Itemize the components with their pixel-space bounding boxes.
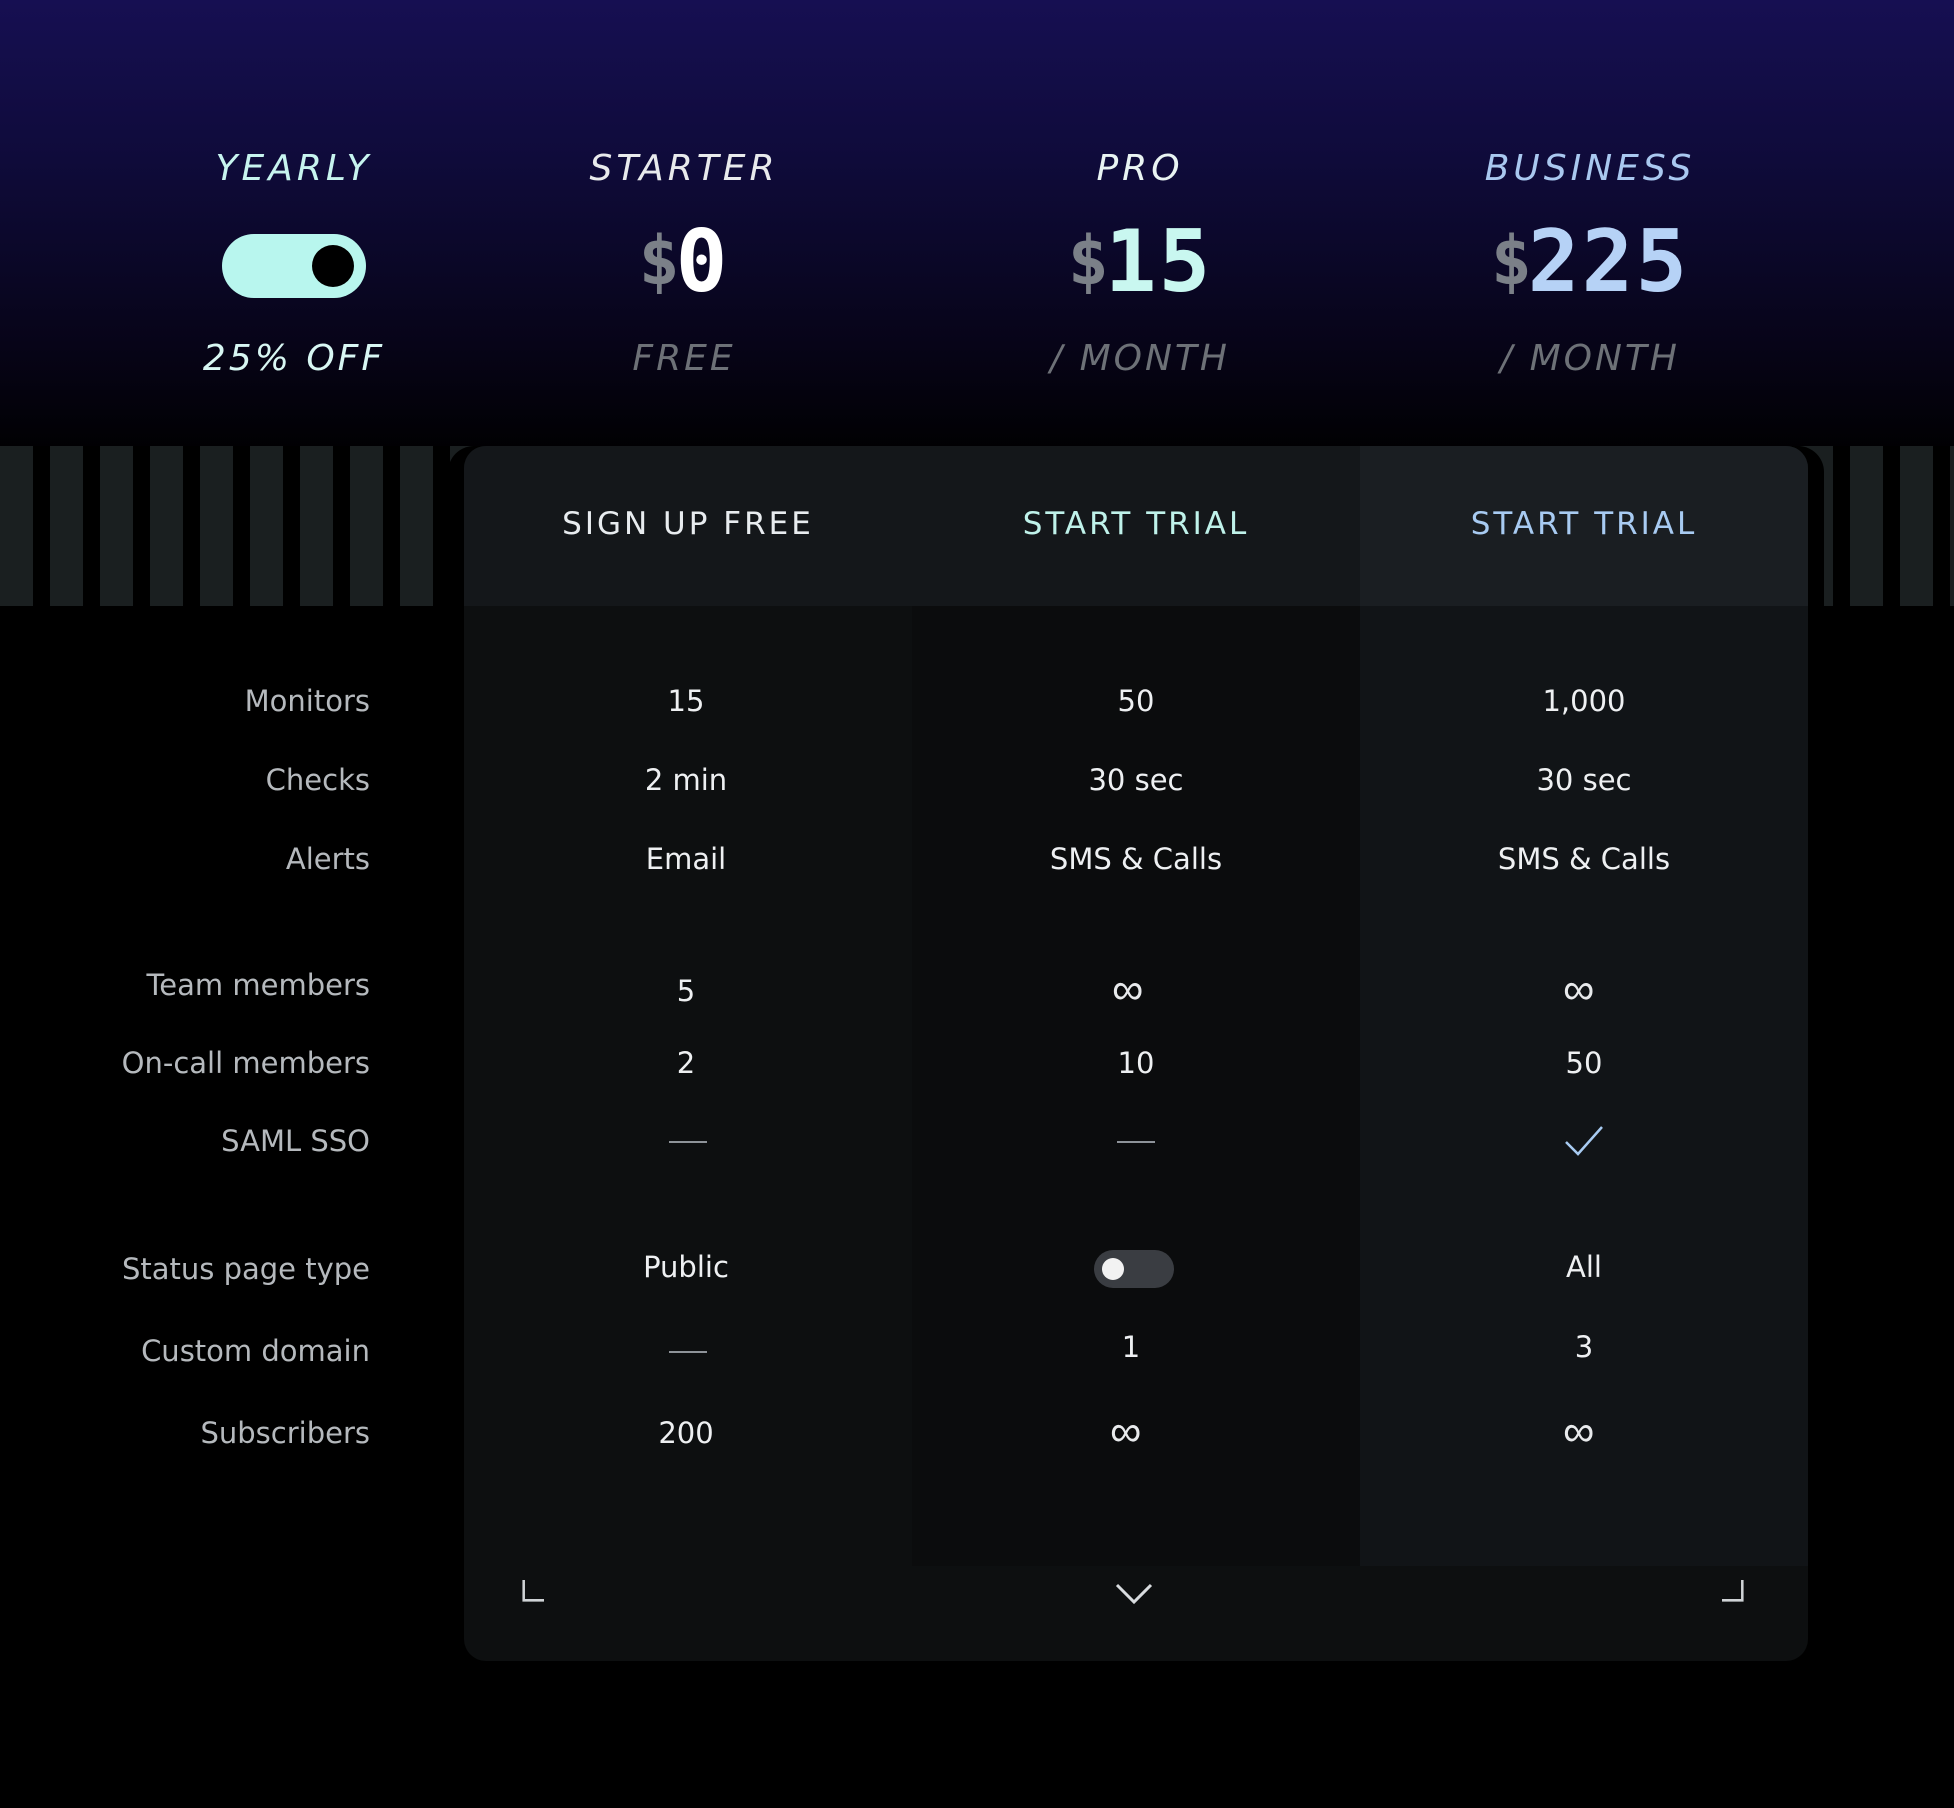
comparison-table: SIGN UP FREE START TRIAL START TRIAL <box>464 446 1808 1661</box>
label-custom-domain: Custom domain <box>141 1334 370 1368</box>
label-alerts: Alerts <box>285 842 370 876</box>
pro-alerts: SMS & Calls <box>1049 842 1223 876</box>
plan-name: STARTER <box>589 148 779 189</box>
label-team-members: Team members <box>146 968 371 1002</box>
starter-team-members: 5 <box>676 974 696 1008</box>
currency-symbol: $ <box>1490 222 1532 301</box>
starter-monitors: 15 <box>667 684 705 718</box>
label-monitors: Monitors <box>244 684 370 718</box>
business-checks: 30 sec <box>1536 763 1632 797</box>
label-subscribers: Subscribers <box>200 1416 370 1450</box>
chevron-down-icon[interactable] <box>1114 1582 1154 1606</box>
pricing-hero <box>0 0 1954 460</box>
discount-label: 25% OFF <box>202 338 386 379</box>
business-header-bg <box>1360 446 1808 606</box>
pro-start-trial-button[interactable]: START TRIAL <box>1022 506 1250 542</box>
currency-symbol: $ <box>1067 222 1109 301</box>
business-alerts: SMS & Calls <box>1497 842 1671 876</box>
business-start-trial-button[interactable]: START TRIAL <box>1470 506 1698 542</box>
dash-icon <box>669 1141 707 1143</box>
pro-oncall-members: 10 <box>1117 1046 1155 1080</box>
label-checks: Checks <box>265 763 370 797</box>
plan-period: FREE <box>632 338 736 379</box>
unlimited-icon: ∞ <box>1563 965 1595 1014</box>
toggle-knob <box>1102 1258 1124 1280</box>
plan-period: / MONTH <box>1500 338 1680 379</box>
pro-custom-domain: 1 <box>1121 1330 1141 1364</box>
currency-symbol: $ <box>638 222 680 301</box>
cta-row: SIGN UP FREE START TRIAL START TRIAL <box>464 446 1808 606</box>
dash-icon <box>1117 1141 1155 1143</box>
unlimited-icon: ∞ <box>1563 1407 1595 1456</box>
unlimited-icon: ∞ <box>1110 1407 1142 1456</box>
plan-price: $0 <box>534 219 834 326</box>
check-icon <box>1565 1126 1603 1156</box>
pro-monitors: 50 <box>1117 684 1155 718</box>
starter-subscribers: 200 <box>658 1416 714 1450</box>
starter-oncall-members: 2 <box>676 1046 696 1080</box>
price-amount: 0 <box>675 212 730 312</box>
plan-name: PRO <box>1096 148 1184 189</box>
business-oncall-members: 50 <box>1565 1046 1603 1080</box>
business-monitors: 1,000 <box>1542 684 1626 718</box>
plan-price: $225 <box>1390 219 1790 326</box>
yearly-toggle[interactable] <box>222 234 366 298</box>
unlimited-icon: ∞ <box>1112 965 1144 1014</box>
dash-icon <box>669 1351 707 1353</box>
billing-period-label: YEARLY <box>215 148 373 189</box>
pro-checks: 30 sec <box>1088 763 1184 797</box>
corner-bottom-right-icon <box>1722 1580 1744 1602</box>
label-saml-sso: SAML SSO <box>221 1124 370 1158</box>
starter-status-page-type: Public <box>643 1250 729 1284</box>
business-status-page-type: All <box>1566 1250 1602 1284</box>
plan-price: $15 <box>990 219 1290 326</box>
sign-up-free-button[interactable]: SIGN UP FREE <box>562 506 814 542</box>
starter-checks: 2 min <box>644 763 728 797</box>
business-column-bg <box>1360 606 1808 1566</box>
price-amount: 225 <box>1527 212 1690 312</box>
starter-alerts: Email <box>645 842 727 876</box>
toggle-knob <box>312 245 354 287</box>
price-amount: 15 <box>1104 212 1213 312</box>
business-custom-domain: 3 <box>1574 1330 1594 1364</box>
pro-column-bg <box>912 606 1360 1566</box>
plan-period: / MONTH <box>1050 338 1230 379</box>
status-page-toggle[interactable] <box>1094 1250 1174 1288</box>
label-status-page-type: Status page type <box>121 1252 370 1286</box>
plan-name: BUSINESS <box>1484 148 1696 189</box>
label-oncall-members: On-call members <box>121 1046 370 1080</box>
corner-bottom-left-icon <box>522 1580 544 1602</box>
